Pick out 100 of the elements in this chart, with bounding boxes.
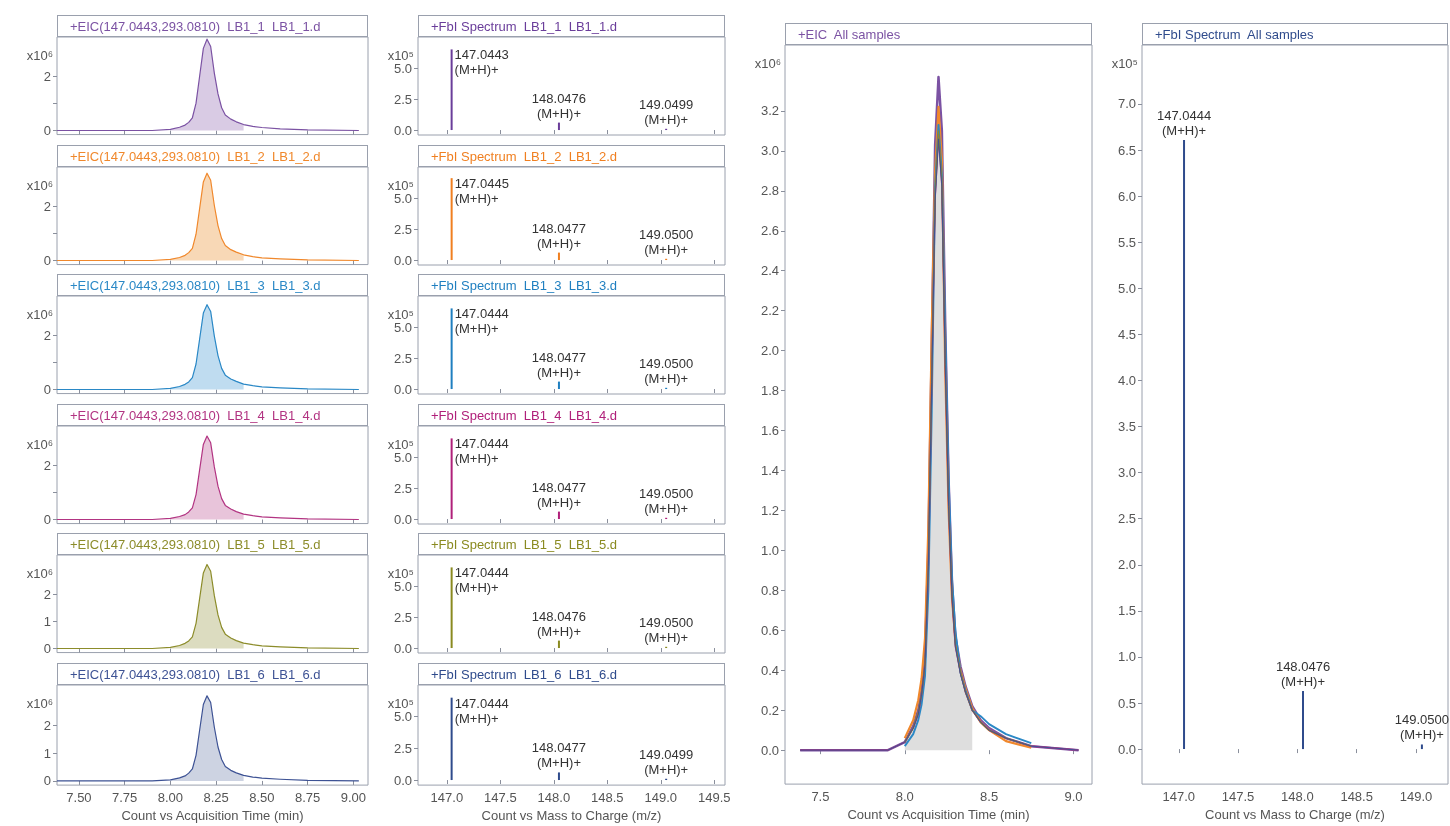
x-tick-label: 8.0 — [895, 789, 914, 805]
x-tick-label: 8.25 — [203, 789, 229, 805]
x-tick-label: 148.5 — [591, 789, 624, 805]
y-tick-label: 5.5 — [1117, 234, 1136, 250]
y-tick-label: 0.0 — [393, 772, 412, 788]
annotation: 148.0477 (M+H)+ — [531, 739, 587, 770]
annotation: 147.0444 (M+H)+ — [454, 306, 509, 337]
annotation: 149.0500 (M+H)+ — [1394, 712, 1450, 743]
annotation: 149.0500 (M+H)+ — [639, 226, 694, 257]
x-axis-title: Count vs Acquisition Time (min) — [121, 807, 304, 823]
y-tick-label: 6.5 — [1117, 142, 1136, 158]
annotation: 148.0477 (M+H)+ — [531, 220, 587, 251]
y-tick-label: 3.5 — [1117, 419, 1136, 435]
y-tick-label: 2 — [43, 586, 51, 602]
x-tick-label: 148.0 — [537, 789, 571, 805]
x-tick-label: 7.5 — [811, 789, 830, 805]
y-axis-title: x10⁵ — [387, 47, 414, 63]
y-tick-label: 2.5 — [393, 480, 412, 496]
y-tick-label: 2.0 — [760, 343, 779, 359]
y-axis-title: x10⁶ — [754, 56, 781, 71]
y-tick-label: 2.8 — [760, 183, 779, 199]
annotation: 147.0444 (M+H)+ — [454, 695, 509, 726]
y-axis-title: x10⁵ — [387, 177, 414, 193]
y-tick-label: 5.0 — [393, 319, 412, 335]
x-tick-label: 147.5 — [1221, 789, 1255, 805]
y-tick-label: 0.0 — [393, 381, 412, 397]
chart-title: +FbI Spectrum LB1_6 LB1_6.d — [418, 662, 725, 685]
y-axis-title: x10⁶ — [26, 177, 53, 193]
y-axis-title: x10⁶ — [26, 48, 53, 63]
y-tick-label: 3.2 — [760, 103, 779, 119]
annotation: 147.0445 (M+H)+ — [454, 175, 509, 206]
y-tick-label: 2.5 — [393, 221, 412, 237]
chart-title: +FbI Spectrum LB1_5 LB1_5.d — [418, 533, 725, 555]
y-axis-title: x10⁶ — [26, 436, 53, 452]
x-tick-label: 8.00 — [157, 789, 184, 805]
chart-title: +FbI Spectrum LB1_3 LB1_3.d — [418, 274, 725, 296]
y-tick-label: 2 — [43, 327, 51, 343]
annotation: 149.0499 (M+H)+ — [639, 96, 694, 127]
chart-title: +EIC(147.0443,293.0810) LB1_5 LB1_5.d — [57, 533, 368, 555]
x-tick-label: 149.0 — [1399, 789, 1433, 805]
y-tick-label: 1.2 — [760, 502, 779, 518]
y-tick-label: 2.5 — [393, 91, 412, 107]
x-tick-label: 7.75 — [112, 789, 138, 805]
y-tick-label: 1.5 — [1117, 603, 1136, 619]
y-axis-title: x10⁵ — [387, 565, 414, 581]
x-tick-label: 7.50 — [66, 789, 92, 805]
y-tick-label: 2.6 — [760, 223, 779, 239]
chart-title: +EIC(147.0443,293.0810) LB1_4 LB1_4.d — [57, 403, 368, 426]
y-tick-label: 5.0 — [393, 708, 412, 724]
y-tick-label: 1.0 — [760, 542, 779, 558]
x-tick-label: 148.5 — [1340, 789, 1373, 805]
y-tick-label: 2 — [43, 717, 51, 733]
x-tick-label: 147.0 — [430, 789, 464, 805]
y-tick-label: 0 — [43, 252, 51, 268]
y-tick-label: 4.0 — [1117, 372, 1136, 388]
y-tick-label: 0.0 — [760, 742, 779, 758]
y-tick-label: 2.2 — [760, 303, 779, 319]
y-tick-label: 0.5 — [1117, 695, 1136, 711]
chart-title: +EIC(147.0443,293.0810) LB1_2 LB1_2.d — [57, 144, 368, 167]
y-tick-label: 7.0 — [1117, 96, 1136, 112]
y-tick-label: 2 — [43, 198, 51, 214]
chart-title: +FbI Spectrum All samples — [1142, 23, 1448, 45]
y-tick-label: 2.5 — [393, 740, 412, 756]
y-tick-label: 2.5 — [1117, 511, 1136, 527]
annotation: 147.0443 (M+H)+ — [454, 47, 509, 78]
y-tick-label: 2 — [43, 68, 51, 84]
y-axis-title: x10⁶ — [26, 695, 53, 711]
y-tick-label: 5.0 — [393, 60, 412, 76]
y-tick-label: 5.0 — [393, 190, 412, 206]
annotation: 147.0444 (M+H)+ — [454, 435, 509, 466]
x-tick-label: 9.00 — [340, 789, 367, 805]
chart-title: +FbI Spectrum LB1_1 LB1_1.d — [418, 15, 725, 37]
y-tick-label: 2.4 — [760, 263, 779, 279]
x-tick-label: 148.0 — [1281, 789, 1314, 805]
annotation: 148.0476 (M+H)+ — [531, 90, 587, 121]
y-tick-label: 3.0 — [1117, 465, 1136, 481]
y-tick-label: 1.0 — [1117, 649, 1136, 665]
y-tick-label: 0.0 — [393, 252, 412, 268]
annotation: 148.0477 (M+H)+ — [531, 349, 587, 380]
y-axis-title: x10⁶ — [26, 307, 53, 322]
x-tick-label: 149.0 — [644, 789, 678, 805]
annotation: 149.0500 (M+H)+ — [639, 355, 694, 386]
x-tick-label: 9.0 — [1064, 789, 1083, 805]
y-axis-title: x10⁵ — [387, 695, 414, 711]
y-tick-label: 2 — [43, 457, 51, 473]
x-tick-label: 8.75 — [294, 789, 321, 805]
chart-title: +EIC(147.0443,293.0810) LB1_6 LB1_6.d — [57, 662, 368, 685]
annotation: 148.0476 (M+H)+ — [1275, 659, 1331, 690]
y-tick-label: 0 — [43, 641, 51, 656]
x-tick-label: 149.5 — [698, 789, 731, 805]
y-tick-label: 1.6 — [760, 423, 779, 439]
chart-title: +EIC(147.0443,293.0810) LB1_3 LB1_3.d — [57, 274, 368, 296]
annotation: 149.0499 (M+H)+ — [639, 746, 694, 777]
y-tick-label: 5.0 — [1117, 280, 1136, 296]
y-tick-label: 5.0 — [393, 449, 412, 465]
y-tick-label: 6.0 — [1117, 188, 1136, 204]
chart-title: +EIC All samples — [785, 23, 1092, 45]
y-tick-label: 0.4 — [760, 662, 779, 678]
x-axis-title: Count vs Acquisition Time (min) — [847, 807, 1030, 822]
annotation: 147.0444 (M+H)+ — [1156, 107, 1212, 138]
